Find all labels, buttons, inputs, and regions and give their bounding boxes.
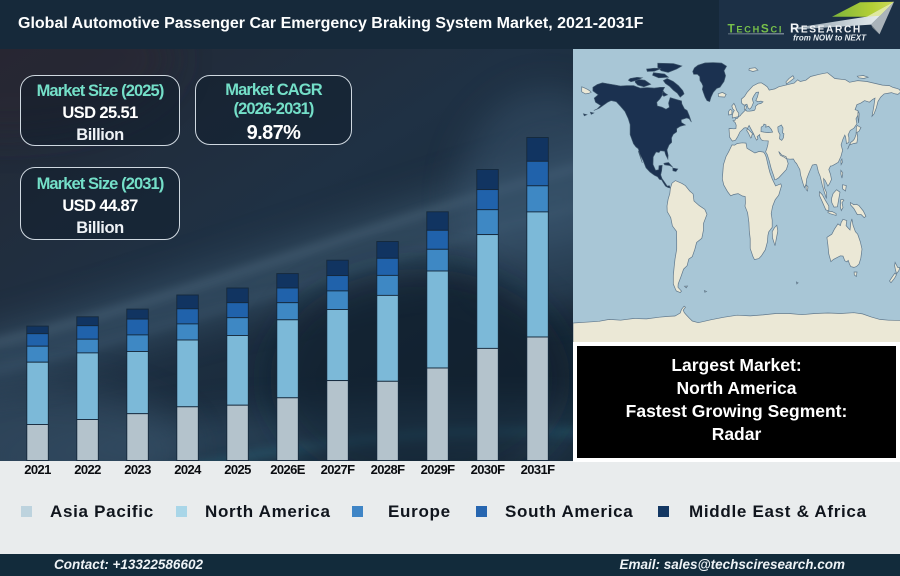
svg-text:from NOW to NEXT: from NOW to NEXT <box>793 34 867 43</box>
svg-text:TECHSCI: TECHSCI <box>728 21 784 35</box>
svg-text:RESEARCH: RESEARCH <box>790 21 862 36</box>
